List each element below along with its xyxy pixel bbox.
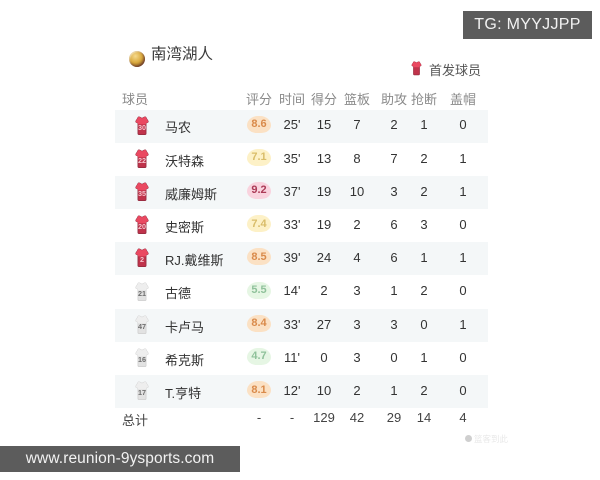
svg-text:35: 35 — [138, 189, 146, 198]
svg-text:47: 47 — [138, 322, 146, 331]
svg-text:21: 21 — [138, 289, 146, 298]
svg-text:20: 20 — [138, 222, 146, 231]
svg-text:22: 22 — [138, 156, 146, 165]
svg-text:2: 2 — [140, 255, 144, 264]
svg-text:30: 30 — [138, 123, 146, 132]
svg-text:17: 17 — [138, 388, 146, 397]
svg-text:16: 16 — [138, 355, 146, 364]
